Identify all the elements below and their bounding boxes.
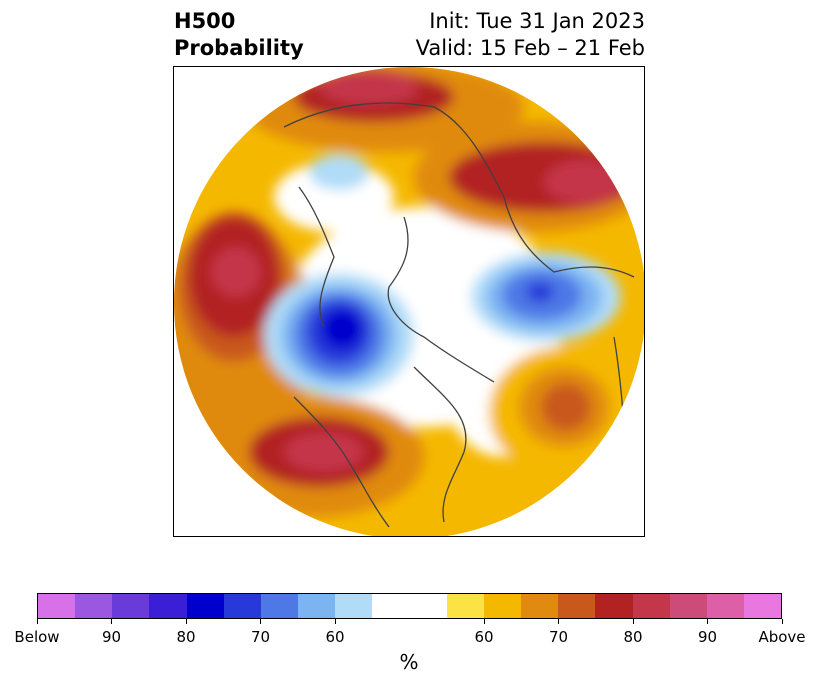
colorbar-tick-label: 60 <box>474 628 494 646</box>
map-title: H500 Probability <box>174 8 304 62</box>
colorbar-segment <box>223 594 261 618</box>
colorbar-tick-label: 70 <box>548 628 569 646</box>
colorbar <box>37 593 782 619</box>
anomaly-top-85 <box>319 69 419 105</box>
coast-arctic <box>387 216 495 383</box>
colorbar-tickmark <box>632 619 634 624</box>
colorbar-segment <box>372 594 410 618</box>
colorbar-segment <box>260 594 299 618</box>
colorbar-segment <box>706 594 744 618</box>
colorbar-tickmark <box>185 619 187 624</box>
colorbar-segment <box>558 594 596 618</box>
colorbar-tick-label: 80 <box>623 628 643 646</box>
coast-eurasia <box>283 102 635 278</box>
colorbar-segment <box>446 594 484 618</box>
anomaly-atlantic-75 <box>541 383 591 431</box>
colorbar-tick-label: Below <box>14 628 60 646</box>
colorbar-segment <box>669 594 707 618</box>
valid-range: Valid: 15 Feb – 21 Feb <box>415 36 645 60</box>
colorbar-segment <box>335 594 373 618</box>
colorbar-segment <box>595 594 633 618</box>
colorbar-segment <box>409 594 447 618</box>
colorbar-tickmark <box>334 619 336 624</box>
colorbar-tickmark <box>558 619 559 624</box>
colorbar-segment <box>298 594 336 618</box>
probability-map <box>173 66 645 537</box>
coast-kamchatka <box>298 186 335 328</box>
init-date: Init: Tue 31 Jan 2023 <box>429 9 645 33</box>
coast-north-america-west <box>293 396 390 528</box>
colorbar-segment <box>38 594 76 618</box>
colorbar-tick-label: 60 <box>325 628 345 646</box>
colorbar-tick-label: Above <box>758 628 806 646</box>
colorbar-tickmark <box>707 619 708 624</box>
coast-north-america-east <box>413 366 467 523</box>
probability-field <box>174 67 644 536</box>
anomaly-europe-75 <box>526 282 554 302</box>
map-dates: Init: Tue 31 Jan 2023 Valid: 15 Feb – 21… <box>416 8 645 62</box>
colorbar-tickmark <box>36 619 38 624</box>
colorbar-tickmark <box>483 619 485 624</box>
colorbar-tick-label: 80 <box>176 628 196 646</box>
colorbar-segment <box>149 594 187 618</box>
colorbar-segment <box>112 594 150 618</box>
colorbar-unit: % <box>399 650 419 674</box>
colorbar-tick-label: 90 <box>101 628 122 646</box>
colorbar-segment <box>483 594 522 618</box>
colorbar-segment <box>75 594 113 618</box>
anomaly-alaska-80 <box>322 309 362 349</box>
colorbar-tickmark <box>111 619 112 624</box>
colorbar-tickmark <box>781 619 783 624</box>
colorbar-tickmark <box>260 619 261 624</box>
colorbar-tick-label: 70 <box>250 628 271 646</box>
coastlines <box>283 102 635 528</box>
colorbar-tick-label: 90 <box>697 628 718 646</box>
colorbar-segment <box>521 594 559 618</box>
title-variable: H500 <box>174 9 236 33</box>
anomaly-siberia-60 <box>309 154 369 190</box>
colorbar-segment <box>743 594 782 618</box>
anomaly-east-85 <box>544 160 624 204</box>
colorbar-segment <box>632 594 670 618</box>
colorbar-segment <box>186 594 224 618</box>
anomaly-west-85 <box>211 247 261 297</box>
map-canvas <box>174 67 644 536</box>
anomaly-south-85 <box>284 432 364 472</box>
title-type: Probability <box>174 36 304 60</box>
anomaly-east-80 <box>449 142 639 212</box>
